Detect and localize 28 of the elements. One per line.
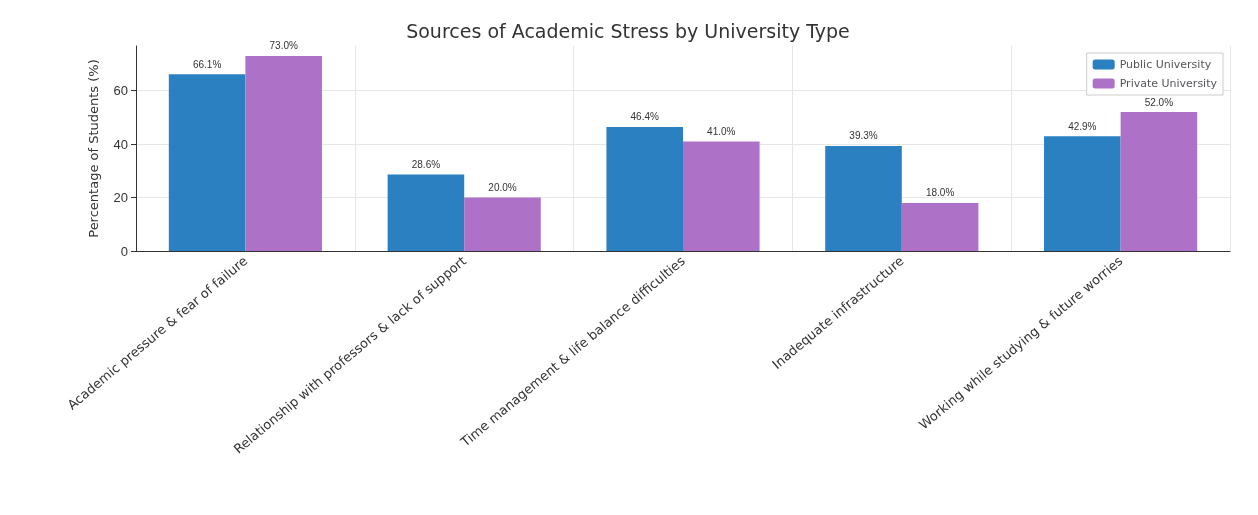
data-label: 66.1% [192,58,222,70]
data-label: 18.0% [925,187,955,199]
data-label: 46.4% [630,111,659,123]
data-label: 52.0% [1144,96,1174,108]
bar [901,202,979,251]
y-tick-label: 60 [113,83,128,99]
bar [825,145,902,251]
y-axis-title: Percentage of Students (%) [86,59,101,238]
bar [464,197,541,251]
bar [606,126,683,251]
bar [168,74,246,251]
legend-label: Public University [1119,58,1212,71]
data-label: 73.0% [269,40,298,52]
bar [1044,136,1121,251]
bar [1120,112,1198,251]
data-label: 28.6% [411,159,441,171]
bar [245,55,322,251]
data-label: 20.0% [488,182,517,194]
legend-label: Private University [1119,77,1218,90]
bar [387,174,465,251]
y-tick-label: 40 [113,136,128,152]
data-label: 42.9% [1068,120,1097,132]
data-label: 39.3% [849,130,878,142]
data-label: 41.0% [707,125,736,137]
y-tick-label: 20 [113,190,128,206]
y-tick-label: 0 [120,243,128,259]
chart-title: Sources of Academic Stress by University Type [406,19,850,42]
bar [683,141,760,251]
